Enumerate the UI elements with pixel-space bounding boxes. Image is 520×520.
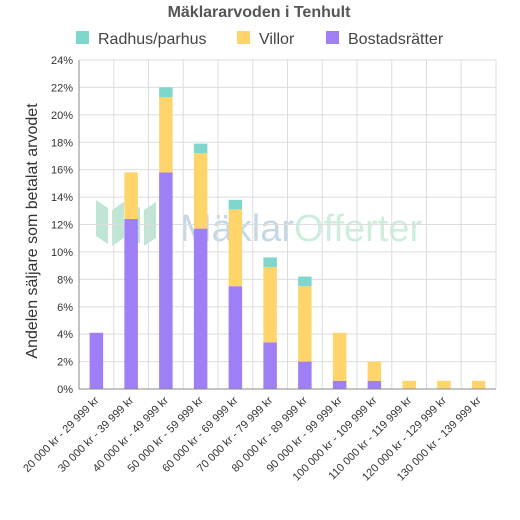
chart-title: Mäklararvoden i Tenhult (168, 4, 352, 21)
bar-segment (437, 380, 451, 389)
y-tick-label: 14% (51, 192, 73, 204)
bar-segment (159, 87, 173, 98)
bar-segment (228, 199, 243, 210)
bar-segment (471, 380, 486, 389)
y-axis-label: Andelen säljare som betalat arvodet (24, 103, 41, 359)
y-tick-label: 22% (51, 82, 73, 94)
bar-segment (367, 361, 382, 381)
y-tick-labels: 0% 2% 4% 6% 8% 10% 12% 14% 16% 18% 20% 22% 24% (51, 55, 73, 396)
bar-segment (89, 332, 104, 389)
y-tick-label: 20% (51, 110, 73, 122)
legend-entry: Villor (259, 31, 295, 48)
legend-swatch (326, 31, 339, 44)
bars (89, 87, 486, 389)
bar-segment (332, 332, 347, 381)
bar-segment (298, 286, 312, 362)
bar-segment (159, 97, 173, 173)
y-tick-label: 18% (51, 137, 73, 149)
bar-segment (228, 286, 243, 389)
y-tick-label: 24% (51, 55, 73, 67)
bar-segment (402, 380, 416, 389)
legend-entry: Bostadsrätter (348, 31, 444, 48)
y-tick-label: 12% (51, 220, 73, 232)
y-tick-label: 6% (57, 302, 73, 314)
bar-segment (332, 380, 347, 389)
grid (78, 59, 497, 390)
bar-segment (193, 153, 208, 229)
axes (78, 60, 496, 390)
legend-swatch (237, 31, 250, 44)
bar-segment (263, 257, 277, 267)
bar-segment (298, 276, 312, 287)
watermark-text-part2: Offerter (294, 208, 422, 250)
watermark-text: MäklarOfferter (180, 208, 422, 250)
legend-swatch (76, 31, 89, 44)
bar-segment (124, 172, 138, 220)
y-tick-label: 16% (51, 165, 73, 177)
legend: Radhus/parhus Villor Bostadsrätter (76, 31, 444, 48)
bar-segment (193, 143, 208, 154)
y-tick-label: 4% (57, 329, 73, 341)
bar-segment (124, 219, 138, 389)
bar-segment (367, 380, 382, 389)
bar-segment (193, 228, 208, 389)
bar-segment (228, 209, 243, 287)
y-tick-label: 0% (57, 384, 73, 396)
legend-entry: Radhus/parhus (98, 31, 207, 48)
bar-segment (263, 266, 277, 343)
bar-segment (263, 342, 277, 389)
y-tick-label: 8% (57, 274, 73, 286)
bar-segment (298, 361, 312, 389)
y-tick-label: 2% (57, 357, 73, 369)
y-tick-label: 10% (51, 247, 73, 259)
bar-segment (159, 172, 173, 389)
